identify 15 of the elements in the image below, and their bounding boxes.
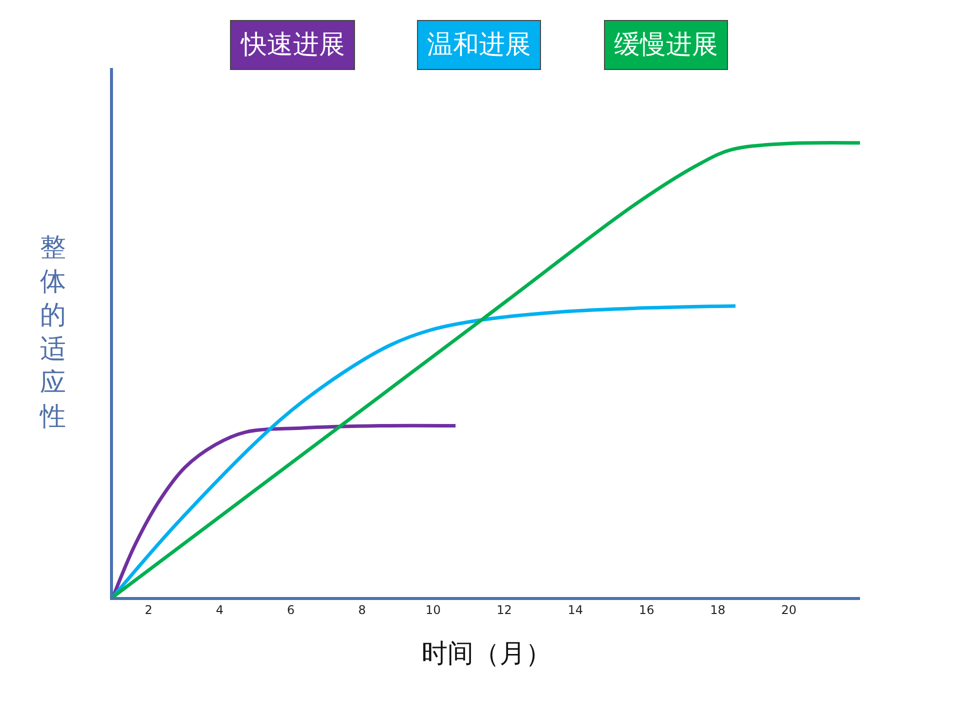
x-tick-label: 16 (638, 603, 654, 618)
text: 温和进展 (427, 30, 531, 60)
x-axis-title: 时间（月） (422, 638, 552, 669)
text: 缓慢进展 (614, 30, 718, 60)
y-axis-title: 整体的适应性 (39, 233, 66, 432)
x-tick-label: 18 (710, 603, 726, 618)
x-tick-label: 14 (568, 603, 584, 618)
x-tick-label: 8 (358, 603, 366, 618)
x-tick-label: 20 (781, 603, 796, 618)
x-tick-label: 10 (426, 603, 441, 618)
x-tick-label: 12 (496, 603, 512, 618)
text: 快速进展 (240, 30, 345, 60)
x-tick-label: 4 (216, 603, 224, 618)
x-tick-label: 2 (144, 603, 152, 618)
x-tick-label: 6 (287, 603, 295, 618)
